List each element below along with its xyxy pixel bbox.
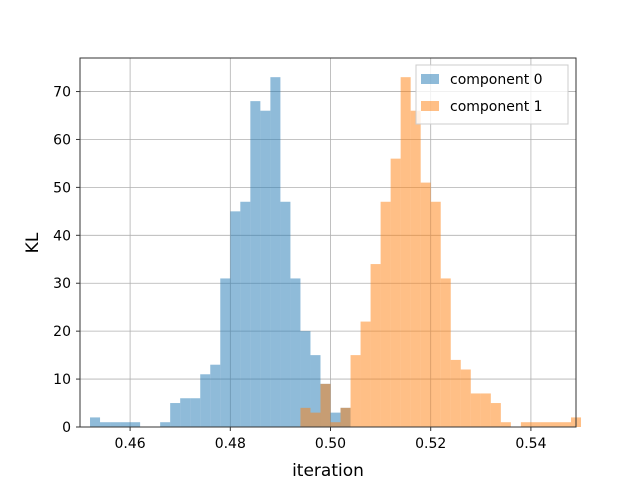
histogram-bar-component-0	[270, 77, 281, 428]
plot-frame	[79, 57, 577, 428]
histogram-bar-component-0	[200, 374, 211, 427]
histogram-bar-component-1	[300, 407, 311, 427]
y-axis-title: KL	[23, 232, 43, 253]
histogram-bar-component-1	[410, 110, 421, 427]
y-axis-ticks: 0 10 20 30 40 50 60 70	[53, 85, 80, 436]
y-tick-label: 10	[53, 372, 71, 388]
histogram-bar-component-1	[430, 201, 441, 427]
histogram-bar-component-0	[280, 201, 291, 427]
histogram-bar-component-1	[480, 393, 491, 427]
histogram-bar-component-0	[330, 412, 341, 427]
histogram-bar-component-0	[240, 201, 251, 427]
histogram-bar-component-1	[390, 158, 401, 428]
y-tick-label: 20	[53, 324, 71, 340]
y-tick-label: 40	[53, 228, 71, 244]
histogram-bar-component-0	[290, 278, 301, 427]
histogram-bar-component-0	[120, 422, 131, 427]
x-tick-label: 0.54	[515, 436, 546, 452]
histogram-bar-component-1	[420, 182, 431, 427]
histogram-bar-component-0	[230, 211, 241, 427]
histogram-bar-component-0	[90, 417, 101, 427]
histogram-bar-component-1	[350, 355, 361, 427]
y-tick-label: 30	[53, 276, 71, 292]
legend-swatch-component-1	[421, 101, 439, 111]
histogram-bar-component-1	[380, 201, 391, 427]
histogram-bar-component-1	[520, 422, 531, 427]
histogram-bar-component-0	[220, 278, 231, 427]
x-tick-label: 0.48	[215, 436, 246, 452]
legend-label-component-0: component 0	[450, 72, 543, 88]
y-tick-label: 70	[53, 85, 71, 101]
histogram-bar-component-0	[170, 403, 181, 427]
histogram-bar-component-1	[450, 359, 461, 427]
legend: component 0 component 1	[415, 64, 569, 125]
y-tick-label: 50	[53, 180, 71, 196]
histogram-bar-component-0	[180, 398, 191, 427]
y-tick-label: 0	[62, 420, 71, 436]
histogram-bar-component-1	[330, 422, 341, 427]
x-axis-title: iteration	[292, 461, 364, 480]
histogram-bar-component-0	[190, 398, 201, 427]
histogram-bar-component-1	[530, 422, 541, 427]
y-tick-label: 60	[53, 132, 71, 148]
x-tick-label: 0.46	[115, 436, 146, 452]
histogram-bar-component-0	[100, 422, 111, 427]
histogram-bar-component-1	[470, 393, 481, 427]
histogram-bar-component-1	[310, 412, 321, 427]
histogram-bar-component-1	[340, 407, 351, 427]
histogram-bar-component-1	[560, 422, 571, 427]
histogram-bar-component-1	[460, 369, 471, 427]
legend-swatch-component-0	[421, 74, 439, 84]
histogram-bar-component-1	[500, 422, 511, 427]
histogram-bar-component-0	[210, 364, 221, 427]
histogram-bar-component-0	[300, 331, 311, 427]
legend-box	[415, 64, 569, 125]
histogram-bar-component-1	[320, 383, 331, 427]
x-axis-ticks: 0.46 0.48 0.50 0.52 0.54	[115, 427, 547, 452]
histogram-bar-component-0	[160, 422, 171, 427]
histogram-bar-component-1	[490, 403, 501, 427]
histogram-bar-component-0	[130, 422, 141, 427]
x-tick-label: 0.50	[315, 436, 346, 452]
histogram-bar-component-0	[260, 110, 271, 427]
histogram-bar-component-0	[250, 101, 261, 427]
histogram-bar-component-1	[440, 278, 451, 427]
histogram-bar-component-1	[370, 264, 381, 427]
histogram-bar-component-1	[400, 77, 411, 428]
histogram-bar-component-0	[310, 355, 321, 427]
histogram-bar-component-1	[550, 422, 561, 427]
histogram-bar-component-1	[540, 422, 551, 427]
histogram-bar-component-1	[360, 321, 371, 427]
legend-label-component-1: component 1	[450, 99, 543, 115]
histogram-bar-component-0	[110, 422, 121, 427]
histogram-bars	[90, 77, 582, 428]
x-tick-label: 0.52	[415, 436, 446, 452]
